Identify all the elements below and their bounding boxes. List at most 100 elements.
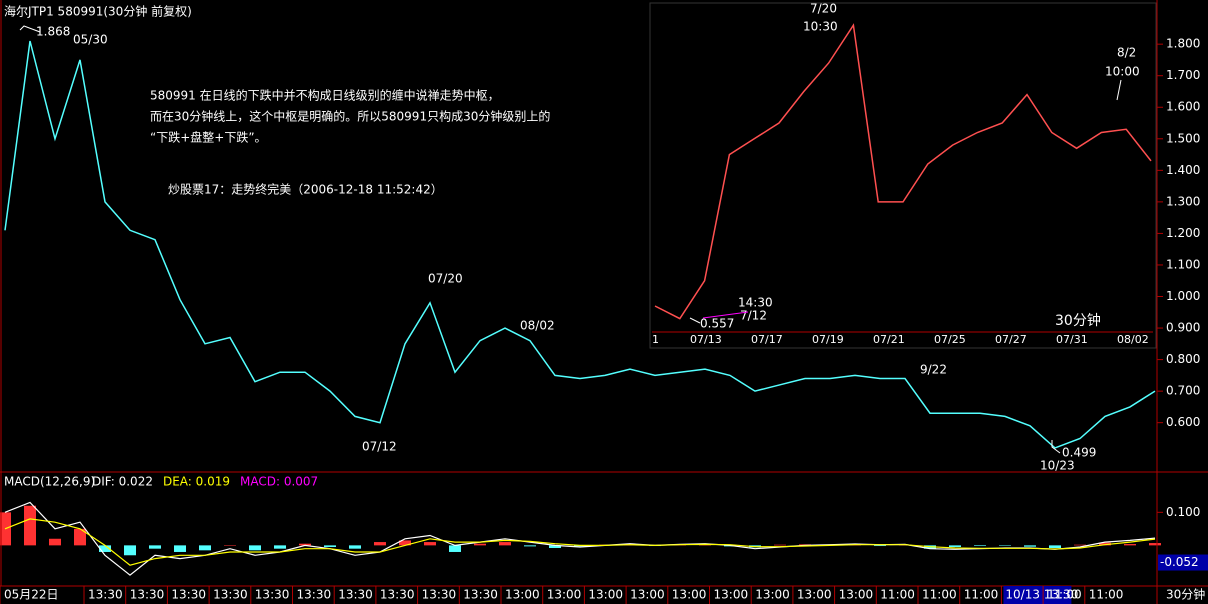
annotation: 8/2	[1117, 46, 1136, 60]
annotation: 10:30	[803, 20, 838, 34]
macd-bar	[524, 545, 536, 547]
x-tick-label: 13:30	[422, 588, 457, 602]
macd-bar	[149, 545, 161, 549]
macd-bar	[324, 545, 336, 548]
macd-line	[4, 501, 1156, 576]
macd-bar	[474, 543, 486, 546]
x-tick-label: 13:00	[588, 588, 623, 602]
legend-entry: DIF: 0.022	[92, 475, 153, 489]
inset-price-line	[654, 23, 1152, 320]
annotation: 05/30	[73, 33, 108, 47]
inset-x-label: 07/25	[934, 333, 966, 346]
inset-x-label: 07/13	[690, 333, 722, 346]
x-tick-label: 13:30	[171, 588, 206, 602]
x-label-highlight	[1003, 586, 1072, 604]
macd-bar	[1074, 544, 1086, 546]
legend-entry: MACD: 0.007	[240, 475, 318, 489]
price-line	[4, 40, 1156, 449]
period-label: 30分钟	[1166, 587, 1205, 602]
x-tick-label: 13:00	[839, 588, 874, 602]
annotation: 14:30	[738, 296, 773, 310]
x-tick-label: 11:00	[1089, 588, 1124, 602]
cursor-value-box	[1158, 554, 1208, 571]
macd-bar	[24, 505, 36, 546]
x-tick-label: 11:00	[922, 588, 957, 602]
y-tick-label: 1.500	[1166, 131, 1200, 145]
macd-bar	[49, 538, 61, 546]
y-tick-label: 0.600	[1166, 415, 1200, 429]
y-tick-label: 0.900	[1166, 321, 1200, 335]
inset-x-label: 08/02	[1117, 333, 1149, 346]
y-tick-label: 1.600	[1166, 100, 1200, 114]
annotation: 1.868	[36, 25, 70, 39]
x-tick-label: 13:30	[380, 588, 415, 602]
inset-x-label: 07/27	[995, 333, 1027, 346]
commentary-line: 而在30分钟线上，这个中枢是明确的。所以580991只构成30分钟级别上的	[150, 109, 550, 124]
inset-x-label: 07/19	[812, 333, 844, 346]
macd-bar	[249, 545, 261, 551]
macd-bar	[549, 545, 561, 549]
macd-title: MACD(12,26,9)	[4, 475, 95, 489]
macd-bar	[349, 545, 361, 549]
x-tick-label: 11:00	[1047, 588, 1082, 602]
macd-bar	[1149, 543, 1161, 546]
y-tick-label: 1.200	[1166, 226, 1200, 240]
macd-bar	[299, 543, 311, 546]
annotation: 0.557	[700, 317, 734, 331]
annotation: 9/22	[920, 363, 947, 377]
annotation: 7/20	[810, 2, 837, 16]
x-tick-label: 05月22日	[4, 588, 59, 602]
x-tick-label: 13:30	[213, 588, 248, 602]
y-tick-label: 0.100	[1166, 505, 1200, 519]
macd-bar	[999, 545, 1011, 546]
annotation-pointer	[702, 311, 749, 319]
x-tick-label: 13:30	[130, 588, 165, 602]
annotation: 10/23	[1040, 459, 1075, 473]
macd-bar	[449, 545, 461, 552]
inset-period-label: 30分钟	[1055, 312, 1101, 329]
annotation-pointer	[689, 317, 701, 324]
y-tick-label: 0.800	[1166, 352, 1200, 366]
chart-header: 海尔JTP1 580991(30分钟 前复权)	[4, 4, 192, 19]
macd-bar	[424, 542, 436, 546]
macd-line	[4, 518, 1156, 566]
annotation: 07/20	[428, 272, 463, 286]
inset-background	[649, 2, 1157, 349]
annotation: 0.499	[1062, 446, 1096, 460]
x-tick-label: 13:30	[463, 588, 498, 602]
macd-bar	[499, 542, 511, 546]
inset-x-label: 1	[652, 333, 659, 346]
macd-panel: MACD(12,26,9)DIF: 0.022 DEA: 0.019 MACD: 0…	[0, 475, 1161, 576]
inset-x-label: 07/17	[751, 333, 783, 346]
inset-x-label: 07/21	[873, 333, 905, 346]
x-tick-label: 13:00	[630, 588, 665, 602]
y-tick-label: 1.300	[1166, 194, 1200, 208]
commentary-line: 580991 在日线的下跌中并不构成日线级别的缠中说禅走势中枢，	[150, 88, 500, 103]
macd-bar	[174, 545, 186, 552]
x-tick-label: 13:00	[797, 588, 832, 602]
macd-bar	[1099, 542, 1111, 546]
y-tick-label: 1.400	[1166, 163, 1200, 177]
x-tick-label: 10/13 13:30	[1005, 588, 1078, 602]
y-tick-label: 1.800	[1166, 37, 1200, 51]
annotation-pointer	[19, 25, 41, 33]
annotation: 08/02	[520, 319, 555, 333]
legend-entry: DEA: 0.019	[163, 475, 230, 489]
macd-bar	[949, 545, 961, 548]
y-tick-label: 1.100	[1166, 257, 1200, 271]
macd-bar	[374, 542, 386, 546]
macd-bar	[874, 545, 886, 547]
macd-bar	[224, 545, 236, 546]
x-tick-label: 13:00	[755, 588, 790, 602]
inset-panel: 7/20 10:30 8/2 10:00 14:307/12 0.557 1 07/13 07/…	[652, 2, 1152, 346]
x-tick-label: 11:00	[880, 588, 915, 602]
macd-bar	[1049, 545, 1061, 549]
x-tick-label: 11:00	[964, 588, 999, 602]
x-tick-label: 13:30	[338, 588, 373, 602]
macd-bar	[74, 528, 86, 546]
y-tick-label: 1.700	[1166, 68, 1200, 82]
annotation: 07/12	[362, 440, 397, 454]
macd-bar	[99, 545, 111, 552]
